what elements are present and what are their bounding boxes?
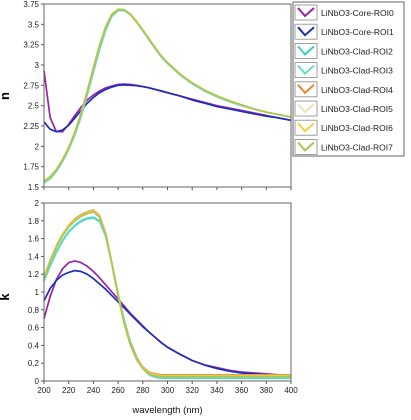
k-xtick-label: 260 <box>111 386 125 395</box>
k-ytick-label: 1.4 <box>28 252 40 261</box>
k-ytick-label: 2 <box>35 199 40 208</box>
legend-swatch-line <box>297 26 315 37</box>
k-series-LiNbO3-Core-ROI0 <box>43 260 292 377</box>
n-series-LiNbO3-Clad-ROI6 <box>43 8 292 183</box>
n-series-LiNbO3-Clad-ROI3 <box>43 9 292 184</box>
legend-label: LiNbO3-Clad-ROI7 <box>321 142 393 152</box>
legend-label: LiNbO3-Clad-ROI2 <box>321 46 393 56</box>
n-ytick-label: 2.25 <box>23 122 39 131</box>
legend-label: LiNbO3-Clad-ROI4 <box>321 85 393 95</box>
x-axis-title: wavelength (nm) <box>131 405 202 416</box>
n-ytick-label: 1.5 <box>28 183 40 192</box>
legend-swatch-line <box>297 103 315 114</box>
k-series-LiNbO3-Clad-ROI6 <box>43 210 291 377</box>
k-series-LiNbO3-Clad-ROI5 <box>43 210 291 377</box>
legend-swatch <box>294 62 318 78</box>
n-ytick-label: 3 <box>35 61 40 70</box>
n-plot-frame <box>43 3 292 188</box>
legend-label: LiNbO3-Clad-ROI5 <box>321 104 393 114</box>
legend-swatch <box>294 81 318 98</box>
legend-swatch-line <box>297 7 315 18</box>
k-series-LiNbO3-Clad-ROI2 <box>43 216 291 380</box>
legend-swatch <box>294 4 318 21</box>
legend-label: LiNbO3-Core-ROI0 <box>321 8 394 18</box>
k-series-LiNbO3-Core-ROI1 <box>43 269 292 378</box>
k-ytick-label: 0.8 <box>28 306 40 315</box>
k-ytick-label: 1.2 <box>28 270 40 279</box>
legend-swatch <box>294 119 318 136</box>
n-ytick-label: 2 <box>35 142 40 151</box>
k-xtick-label: 320 <box>186 386 200 395</box>
legend-swatch-line <box>297 45 315 56</box>
k-xtick-label: 300 <box>161 386 175 395</box>
k-series-LiNbO3-Clad-ROI7 <box>43 211 291 378</box>
n-ytick-label: 2.5 <box>28 102 40 111</box>
k-ytick-label: 0.2 <box>28 359 40 368</box>
legend-label: LiNbO3-Clad-ROI3 <box>321 66 393 76</box>
k-ytick-label: 1.8 <box>28 217 40 226</box>
legend-swatch <box>294 23 318 40</box>
n-series-LiNbO3-Core-ROI0 <box>43 70 292 133</box>
n-ytick-label: 2.75 <box>23 81 39 90</box>
k-xtick-label: 360 <box>235 386 249 395</box>
k-xtick-label: 380 <box>260 386 274 395</box>
k-xtick-label: 200 <box>37 386 51 395</box>
n-ytick-label: 1.75 <box>23 163 39 172</box>
k-ytick-label: 0.6 <box>28 324 40 333</box>
k-plot-frame <box>43 202 292 382</box>
n-series-LiNbO3-Clad-ROI7 <box>43 8 292 183</box>
legend-swatch <box>294 138 318 155</box>
k-axis-title: k <box>0 293 12 301</box>
legend-label: LiNbO3-Clad-ROI6 <box>321 123 393 133</box>
n-axis-title: n <box>0 92 12 100</box>
legend-swatch-line <box>297 141 315 152</box>
k-series-LiNbO3-Clad-ROI4 <box>43 209 291 376</box>
k-xtick-label: 220 <box>62 386 76 395</box>
k-series-LiNbO3-Clad-ROI3 <box>43 217 291 380</box>
legend-swatch <box>294 43 318 59</box>
k-ytick-label: 1 <box>35 288 40 297</box>
legend-swatch-line <box>297 64 315 76</box>
k-panel: 0 0.2 0.4 0.6 0.8 1 1.2 1.4 1.6 1.8 2 200 220 240 260 2… <box>0 199 298 416</box>
n-series-LiNbO3-Clad-ROI5 <box>43 8 292 182</box>
legend-swatch <box>294 100 318 117</box>
n-panel: 1.5 1.75 2 2.25 2.5 2.75 3 3.25 3.5 3.75 n <box>0 0 292 192</box>
k-ytick-label: 0.4 <box>28 341 40 350</box>
n-series-LiNbO3-Clad-ROI4 <box>43 8 292 182</box>
k-ytick-label: 0 <box>35 377 40 386</box>
n-ytick-label: 3.25 <box>23 41 39 50</box>
k-xtick-label: 240 <box>87 386 101 395</box>
n-series-LiNbO3-Clad-ROI2 <box>43 9 292 183</box>
k-ytick-label: 1.6 <box>28 235 40 244</box>
k-xtick-label: 400 <box>284 386 298 395</box>
k-xtick-label: 340 <box>210 386 224 395</box>
k-xtick-label: 280 <box>136 386 150 395</box>
n-ytick-label: 3.5 <box>28 20 40 29</box>
n-series-LiNbO3-Core-ROI1 <box>43 84 292 133</box>
n-ytick-label: 3.75 <box>23 0 39 9</box>
legend-swatch-line <box>297 84 315 95</box>
legend-label: LiNbO3-Core-ROI1 <box>321 27 394 37</box>
legend: LiNbO3-Core-ROI0 LiNbO3-Core-ROI1 LiNbO3-C… <box>292 1 405 157</box>
legend-swatch-line <box>297 122 315 133</box>
